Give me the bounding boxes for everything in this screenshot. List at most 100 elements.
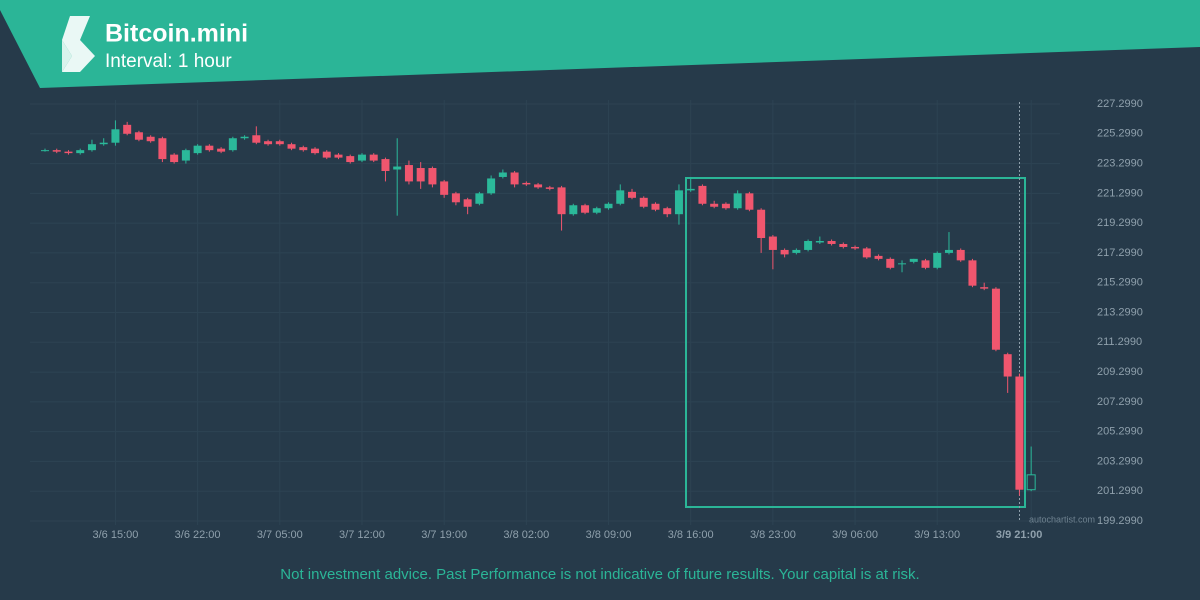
candle-body: [581, 205, 590, 213]
candle-body: [898, 263, 907, 265]
candle-body: [311, 148, 320, 154]
candle-body: [158, 138, 167, 160]
x-tick-label: 3/6 15:00: [93, 529, 139, 541]
candle-body: [839, 243, 848, 247]
candle-body: [851, 246, 860, 249]
y-tick-label: 205.2990: [1097, 426, 1143, 438]
candle-body: [628, 191, 636, 198]
y-tick-label: 209.2990: [1097, 366, 1143, 378]
candle-body: [205, 145, 214, 151]
y-tick-label: 203.2990: [1097, 455, 1143, 467]
logo: [62, 16, 95, 72]
candle-body: [827, 240, 836, 244]
candle-body: [170, 154, 179, 163]
candle-body: [944, 249, 953, 253]
candle-body: [510, 172, 519, 185]
candle-body: [569, 205, 578, 215]
y-tick-label: 227.2990: [1097, 98, 1143, 110]
candle-body: [686, 188, 695, 191]
disclaimer: Not investment advice. Past Performance …: [280, 566, 919, 583]
y-tick-label: 221.2990: [1097, 187, 1143, 199]
candle-body: [123, 124, 132, 134]
candle-body: [651, 203, 660, 210]
candle-body: [275, 141, 284, 145]
candle-body: [804, 240, 813, 250]
candle-body: [41, 150, 49, 152]
candle-body: [674, 190, 683, 215]
y-tick-label: 225.2990: [1097, 128, 1143, 140]
y-tick-label: 207.2990: [1097, 396, 1143, 408]
candle-body: [721, 203, 730, 209]
candle-body: [545, 187, 554, 189]
y-tick-label: 215.2990: [1097, 277, 1143, 289]
y-tick-label: 217.2990: [1097, 247, 1143, 259]
candle-body: [604, 203, 613, 209]
candle-body: [792, 249, 801, 253]
candle-body: [428, 168, 437, 185]
candle-body: [733, 193, 742, 209]
candle-body: [968, 260, 977, 286]
candle-body: [862, 248, 871, 258]
candle-body: [991, 288, 1000, 350]
candle-body: [99, 142, 108, 145]
candle-body: [76, 150, 85, 154]
x-tick-label: 3/8 16:00: [668, 529, 714, 541]
candle-body: [780, 249, 789, 255]
candle-body: [357, 154, 366, 161]
candle-body: [522, 182, 531, 185]
candle-body: [217, 148, 226, 152]
candle-body: [52, 150, 61, 152]
candle-body: [616, 190, 625, 204]
candle-body: [451, 193, 460, 203]
candle-body: [815, 240, 824, 243]
candle-body: [440, 181, 449, 195]
candle-body: [475, 193, 484, 204]
header-band: [0, 0, 1200, 88]
candle-body: [592, 208, 601, 213]
candle-body: [933, 252, 942, 268]
candle-body: [534, 184, 543, 188]
candle-body: [463, 199, 472, 207]
candle-body: [710, 203, 719, 207]
x-tick-label: 3/7 12:00: [339, 529, 385, 541]
candle-body: [252, 135, 261, 143]
candle-body: [381, 159, 390, 172]
y-tick-label: 211.2990: [1097, 336, 1142, 348]
candle-body: [393, 166, 402, 170]
candle-body: [369, 154, 378, 161]
candle-body: [1003, 354, 1012, 377]
candle-body: [334, 154, 343, 158]
candle-body: [287, 144, 296, 149]
candle-body: [557, 187, 566, 215]
candle-body: [228, 138, 237, 151]
candle-body: [487, 178, 496, 194]
candle-body: [87, 144, 96, 151]
candle-body: [1015, 376, 1024, 490]
candle-body: [745, 193, 754, 210]
candle-body: [322, 151, 331, 158]
candle-body: [146, 136, 155, 142]
subtitle: Interval: 1 hour: [105, 51, 232, 72]
candle-body: [240, 136, 249, 139]
candle-body: [264, 141, 273, 145]
candle-body: [874, 255, 883, 259]
x-tick-label: 3/6 22:00: [175, 529, 221, 541]
candle-body: [663, 208, 672, 215]
candle-body: [1026, 474, 1036, 491]
y-tick-label: 219.2990: [1097, 217, 1143, 229]
title: Bitcoin.mini: [105, 20, 248, 48]
candle-body: [498, 172, 507, 177]
candle-body: [768, 236, 777, 250]
candle-body: [639, 197, 648, 207]
candle-body: [404, 165, 413, 182]
candle-body: [416, 168, 425, 182]
x-tick-label: 3/7 19:00: [421, 529, 467, 541]
x-tick-label: 3/8 23:00: [750, 529, 796, 541]
candle-body: [346, 156, 355, 163]
candle-body: [64, 151, 73, 154]
y-tick-label: 199.2990: [1097, 515, 1143, 527]
y-tick-label: 213.2990: [1097, 306, 1143, 318]
candle-body: [111, 129, 120, 143]
